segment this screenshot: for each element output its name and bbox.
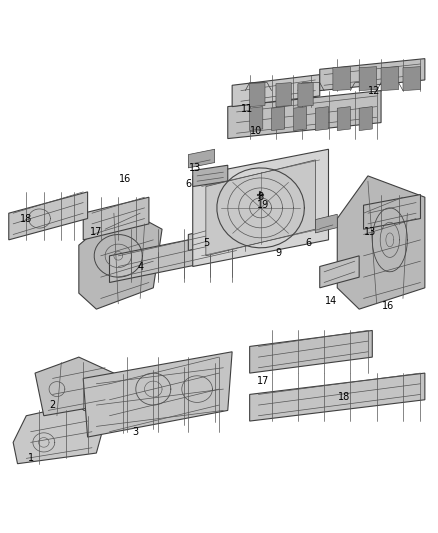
Polygon shape	[79, 208, 162, 309]
Polygon shape	[250, 83, 265, 107]
Polygon shape	[250, 330, 372, 373]
Polygon shape	[293, 107, 307, 131]
Polygon shape	[337, 107, 350, 131]
Polygon shape	[35, 357, 114, 416]
Polygon shape	[9, 192, 88, 240]
Text: 6: 6	[306, 238, 312, 247]
Text: 16: 16	[119, 174, 131, 183]
Polygon shape	[110, 229, 241, 282]
Polygon shape	[83, 352, 232, 437]
Polygon shape	[250, 107, 263, 131]
Text: 5: 5	[203, 238, 209, 247]
Text: 16: 16	[381, 302, 394, 311]
Text: 13: 13	[364, 227, 376, 237]
Polygon shape	[333, 67, 350, 91]
Text: 4: 4	[137, 262, 143, 271]
Polygon shape	[337, 176, 425, 309]
Polygon shape	[272, 107, 285, 131]
Polygon shape	[260, 198, 269, 209]
Text: 8: 8	[258, 192, 264, 202]
Text: 9: 9	[275, 248, 281, 258]
Text: 18: 18	[20, 214, 32, 223]
Polygon shape	[320, 256, 359, 288]
Polygon shape	[359, 67, 377, 91]
Polygon shape	[359, 107, 372, 131]
Text: 3: 3	[133, 427, 139, 437]
Polygon shape	[188, 219, 254, 251]
Polygon shape	[320, 59, 425, 91]
Polygon shape	[83, 197, 149, 240]
Polygon shape	[298, 83, 313, 107]
Polygon shape	[315, 107, 328, 131]
Polygon shape	[193, 165, 228, 187]
Text: 6: 6	[185, 179, 191, 189]
Text: 14: 14	[325, 296, 337, 306]
Polygon shape	[232, 75, 320, 107]
Text: 17: 17	[257, 376, 269, 386]
Text: 2: 2	[49, 400, 56, 410]
Polygon shape	[403, 67, 420, 91]
Polygon shape	[188, 149, 215, 168]
Polygon shape	[228, 91, 381, 139]
Polygon shape	[206, 160, 315, 256]
Text: 17: 17	[90, 227, 102, 237]
Polygon shape	[381, 67, 399, 91]
Polygon shape	[315, 214, 337, 233]
Text: 19: 19	[257, 200, 269, 210]
Polygon shape	[13, 405, 105, 464]
Text: 10: 10	[250, 126, 262, 135]
Text: 18: 18	[338, 392, 350, 402]
Text: 12: 12	[368, 86, 381, 95]
Polygon shape	[250, 373, 425, 421]
Text: 11: 11	[241, 104, 254, 114]
Polygon shape	[364, 195, 420, 229]
Polygon shape	[276, 83, 291, 107]
Text: 13: 13	[189, 163, 201, 173]
Polygon shape	[193, 149, 328, 266]
Text: 1: 1	[28, 454, 34, 463]
